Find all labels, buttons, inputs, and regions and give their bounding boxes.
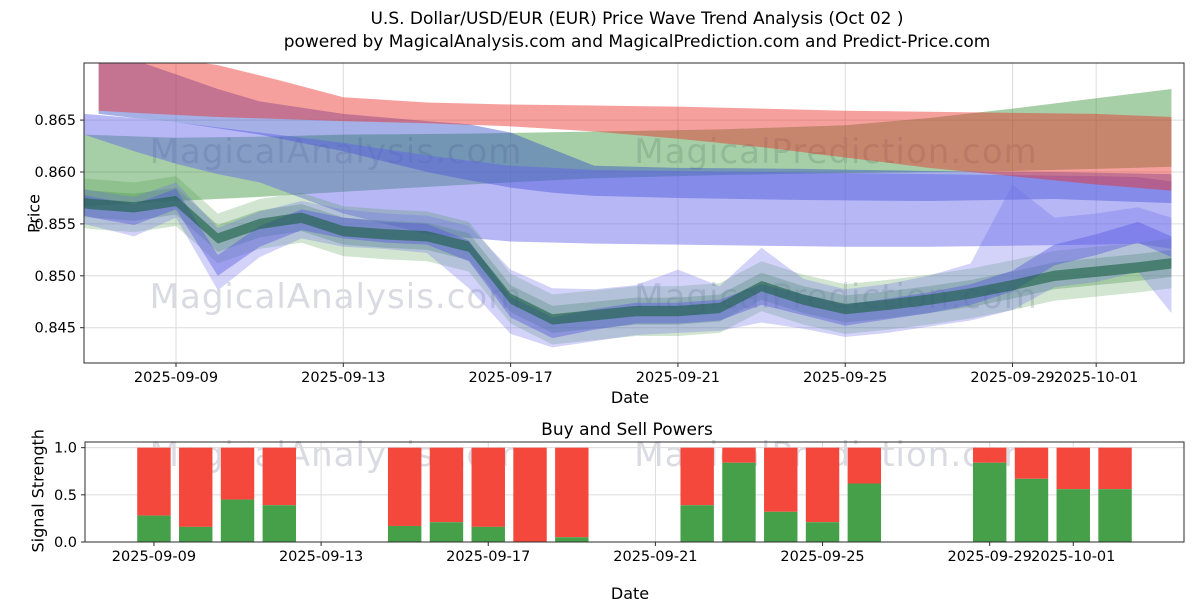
buy-power-bar — [805, 522, 840, 542]
x-tick-label: 2025-09-25 — [803, 370, 887, 386]
price-plot-frame — [83, 62, 1185, 364]
buy-power-bar — [847, 483, 882, 542]
red-trend-band — [98, 63, 1172, 191]
blue-trend-band-mid — [84, 113, 1172, 249]
x-tick-label: 2025-09-29 — [970, 370, 1054, 386]
sell-power-bar — [680, 447, 714, 506]
sell-power-bar — [1014, 447, 1049, 479]
buy-power-bar — [471, 526, 505, 542]
buy-power-bar — [220, 499, 255, 542]
buy-power-bar — [722, 462, 756, 542]
buy-power-bar — [680, 505, 714, 542]
watermark-text: MagicalPrediction.com — [634, 132, 1038, 172]
y-tick-label: 0.850 — [34, 269, 76, 285]
buy-power-bar — [1056, 489, 1090, 542]
sell-power-bar — [387, 447, 422, 526]
watermark-text: MagicalAnalysis.com — [149, 277, 523, 317]
sell-power-bar — [847, 447, 882, 484]
sell-power-bar — [429, 447, 464, 523]
sell-power-bar — [220, 447, 255, 500]
y-tick-label: 0.855 — [34, 217, 76, 233]
buy-power-bar — [137, 515, 171, 542]
buy-power-bar — [179, 526, 213, 542]
buy-power-bar — [555, 537, 589, 542]
power-chart-title: Buy and Sell Powers — [541, 420, 713, 440]
green-envelope — [84, 187, 1172, 333]
green-core-band — [84, 195, 1172, 325]
buy-power-bar — [764, 511, 798, 542]
y-tick-label: 0.865 — [34, 113, 76, 129]
sell-power-bar — [555, 447, 589, 538]
chart-title: U.S. Dollar/USD/EUR (EUR) Price Wave Tre… — [370, 9, 904, 29]
x-tick-label: 2025-10-01 — [1054, 370, 1138, 386]
sell-power-bar — [137, 447, 171, 516]
x-tick-label: 2025-09-09 — [134, 370, 218, 386]
buy-power-bar — [387, 525, 422, 542]
buy-power-bar — [1098, 489, 1132, 542]
buy-power-bar — [429, 522, 464, 542]
power-x-axis-label: Date — [610, 584, 650, 600]
x-tick-label: 2025-09-17 — [446, 549, 530, 565]
x-tick-label: 2025-09-21 — [613, 549, 697, 565]
sell-power-bar — [513, 447, 547, 542]
sell-power-bar — [972, 447, 1007, 463]
price-x-axis-label: Date — [610, 388, 650, 407]
x-tick-label: 2025-09-25 — [780, 549, 864, 565]
sell-power-bar — [722, 447, 756, 463]
sell-power-bar — [471, 447, 505, 527]
x-tick-label: 2025-09-09 — [112, 549, 196, 565]
x-tick-label: 2025-10-01 — [1031, 549, 1115, 565]
sell-power-bar — [179, 447, 213, 527]
green-trend-band — [84, 88, 1172, 207]
y-tick-label: 0.860 — [34, 165, 76, 181]
x-tick-label: 2025-09-13 — [301, 370, 385, 386]
sell-power-bar — [764, 447, 798, 512]
y-tick-label: 0.0 — [54, 535, 77, 551]
x-tick-label: 2025-09-13 — [279, 549, 363, 565]
y-tick-label: 0.845 — [34, 321, 76, 337]
x-tick-label: 2025-09-29 — [948, 549, 1032, 565]
chart-subtitle: powered by MagicalAnalysis.com and Magic… — [283, 32, 991, 52]
watermark-text: MagicalAnalysis.com — [150, 132, 523, 172]
buy-power-bar — [972, 462, 1007, 542]
sell-power-bar — [262, 447, 297, 506]
sell-power-bar — [805, 447, 840, 523]
buy-power-bar — [262, 505, 297, 542]
blue-trend-band-upper — [98, 63, 1172, 204]
buy-power-bar — [1014, 478, 1049, 542]
price-y-axis-label: Price — [24, 193, 44, 234]
x-tick-label: 2025-09-21 — [636, 370, 720, 386]
sell-power-bar — [1098, 447, 1132, 490]
power-plot-frame — [84, 441, 1185, 543]
x-tick-label: 2025-09-17 — [468, 370, 552, 386]
y-tick-label: 0.5 — [54, 488, 77, 504]
sell-power-bar — [1056, 447, 1090, 490]
power-y-axis-label: Signal Strength — [28, 429, 48, 553]
y-tick-label: 1.0 — [54, 441, 77, 457]
